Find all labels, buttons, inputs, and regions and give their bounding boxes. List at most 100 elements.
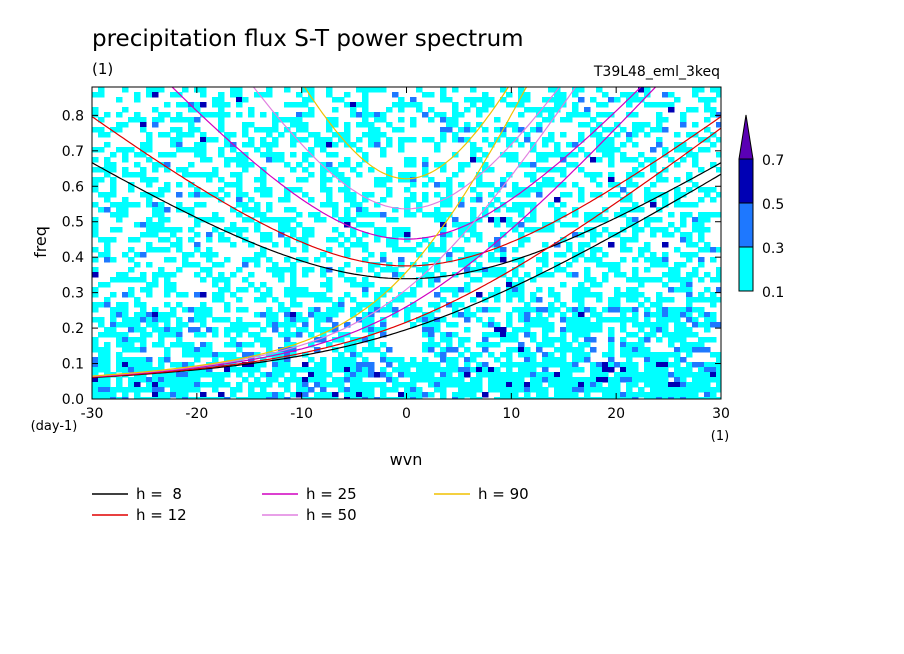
field-cell [608, 242, 615, 248]
field-cell [554, 307, 561, 313]
field-cell [104, 242, 111, 248]
field-cell [596, 232, 603, 238]
field-cell [494, 297, 501, 303]
field-cell [92, 227, 99, 233]
field-cell [212, 297, 219, 303]
field-cell [560, 282, 567, 288]
field-cell [248, 392, 255, 398]
field-cell [350, 297, 357, 303]
field-cell [164, 152, 171, 158]
field-cell [98, 332, 105, 338]
field-cell [554, 337, 561, 343]
field-cell [314, 377, 321, 383]
field-cell [362, 397, 369, 399]
field-cell [110, 292, 117, 298]
field-cell [146, 92, 153, 98]
field-cell [338, 382, 345, 388]
field-cell [326, 317, 333, 323]
field-cell [584, 332, 591, 338]
field-cell [440, 352, 447, 358]
field-cell [206, 397, 213, 399]
field-cell [320, 357, 327, 363]
field-cell [566, 247, 573, 253]
field-cell [716, 322, 721, 328]
field-cell [386, 242, 393, 248]
field-cell [506, 377, 513, 383]
field-cell [206, 252, 213, 258]
field-cell [590, 172, 597, 178]
field-cell [284, 292, 291, 298]
field-cell [626, 217, 633, 223]
field-cell [704, 317, 711, 323]
field-cell [644, 87, 651, 93]
field-cell [668, 297, 675, 303]
field-cell [440, 92, 447, 98]
field-cell [362, 337, 369, 343]
field-cell [92, 362, 99, 368]
field-cell [146, 222, 153, 228]
field-cell [638, 302, 645, 308]
field-cell [488, 257, 495, 263]
field-cell [452, 362, 459, 368]
field-cell [608, 97, 615, 103]
field-cell [290, 272, 297, 278]
field-cell [620, 362, 627, 368]
field-cell [290, 302, 297, 308]
field-cell [398, 247, 405, 253]
field-cell [452, 367, 459, 373]
field-cell [680, 287, 687, 293]
field-cell [278, 177, 285, 183]
field-cell [542, 357, 549, 363]
field-cell [380, 147, 387, 153]
field-cell [710, 197, 717, 203]
field-cell [494, 372, 501, 378]
field-cell [320, 372, 327, 378]
field-cell [482, 347, 489, 353]
field-cell [620, 237, 627, 243]
field-cell [386, 237, 393, 243]
field-cell [422, 162, 429, 168]
field-cell [530, 127, 537, 133]
field-cell [332, 227, 339, 233]
field-cell [302, 87, 309, 93]
field-cell [392, 102, 399, 108]
field-cell [398, 227, 405, 233]
chart-subtitle: (1) [92, 60, 113, 78]
field-cell [656, 307, 663, 313]
field-cell [710, 257, 717, 263]
field-cell [698, 337, 705, 343]
field-cell [392, 237, 399, 243]
field-cell [116, 332, 123, 338]
field-cell [134, 377, 141, 383]
field-cell [518, 102, 525, 108]
field-cell [224, 382, 231, 388]
field-cell [452, 292, 459, 298]
field-cell [308, 197, 315, 203]
field-cell [350, 397, 357, 399]
field-cell [374, 292, 381, 298]
field-cell [476, 147, 483, 153]
field-cell [674, 272, 681, 278]
field-cell [242, 157, 249, 163]
field-cell [128, 287, 135, 293]
field-cell [278, 397, 285, 399]
field-cell [698, 187, 705, 193]
field-cell [476, 352, 483, 358]
field-cell [668, 272, 675, 278]
field-cell [92, 337, 99, 343]
field-cell [632, 317, 639, 323]
field-cell [470, 217, 477, 223]
field-cell [536, 112, 543, 118]
field-cell [308, 292, 315, 298]
field-cell [266, 157, 273, 163]
field-cell [194, 292, 201, 298]
field-cell [308, 147, 315, 153]
field-cell [410, 117, 417, 123]
field-cell [98, 317, 105, 323]
field-cell [548, 372, 555, 378]
field-cell [572, 107, 579, 113]
field-cell [536, 312, 543, 318]
field-cell [440, 367, 447, 373]
field-cell [404, 157, 411, 163]
field-cell [356, 162, 363, 168]
